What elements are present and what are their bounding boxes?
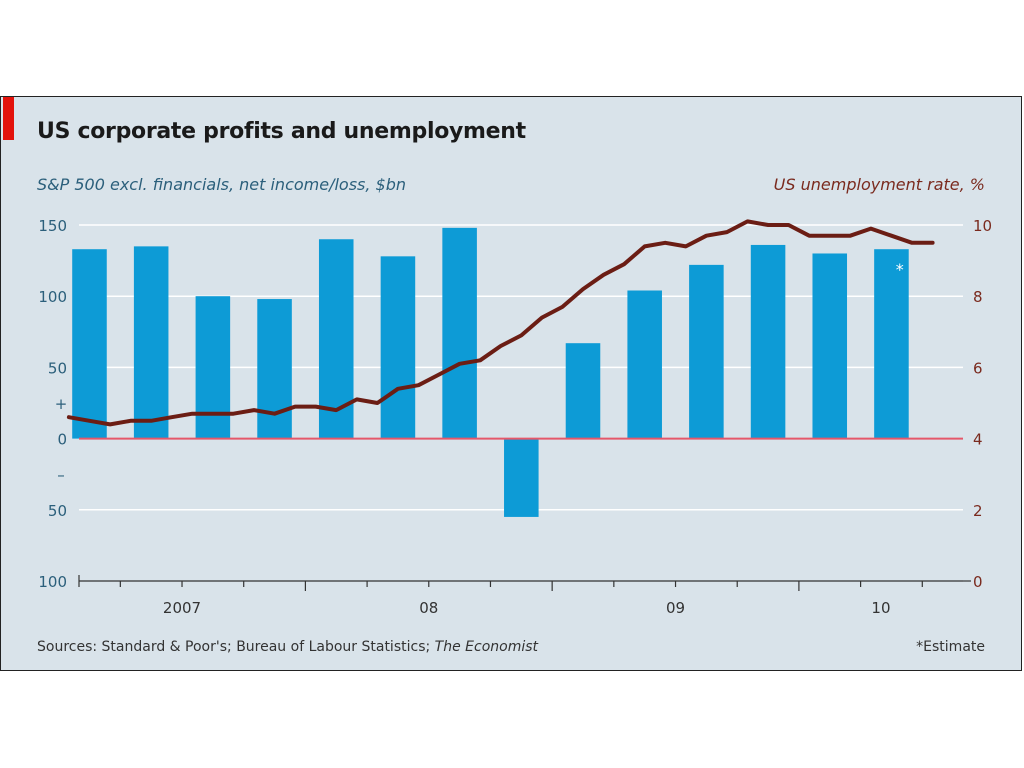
axes: 150 100 50 0 50 100 + – 10 8 6 4 2 0 2007 08 09 10 bbox=[38, 217, 992, 617]
profit-bar bbox=[750, 244, 786, 439]
profit-bar bbox=[72, 249, 107, 439]
year-label: 09 bbox=[666, 599, 685, 617]
left-tick-label: 100 bbox=[38, 288, 67, 306]
profit-bar bbox=[195, 296, 231, 439]
profit-bar bbox=[812, 253, 848, 439]
profit-bar bbox=[874, 249, 909, 439]
right-tick-label: 0 bbox=[973, 573, 983, 591]
profit-bar bbox=[442, 227, 477, 439]
profit-bar bbox=[565, 343, 601, 439]
left-axis-subtitle: S&P 500 excl. financials, net income/los… bbox=[37, 175, 407, 194]
source-text: Sources: Standard & Poor's; Bureau of La… bbox=[37, 639, 435, 655]
profit-bar bbox=[380, 256, 416, 439]
right-tick-label: 2 bbox=[973, 502, 983, 520]
year-label: 2007 bbox=[163, 599, 201, 617]
right-axis-subtitle: US unemployment rate, % bbox=[773, 175, 985, 194]
estimate-note: *Estimate bbox=[916, 639, 985, 655]
source-publication: The Economist bbox=[434, 639, 539, 655]
minus-sign: – bbox=[57, 466, 65, 484]
year-label: 08 bbox=[419, 599, 438, 617]
left-tick-label: 50 bbox=[48, 359, 67, 377]
plus-sign: + bbox=[55, 395, 68, 413]
profit-bars: * bbox=[72, 227, 909, 517]
left-tick-label: 0 bbox=[57, 431, 67, 449]
left-tick-label: 150 bbox=[38, 217, 67, 235]
chart-title: US corporate profits and unemployment bbox=[37, 119, 526, 144]
right-tick-label: 10 bbox=[973, 217, 992, 235]
profit-bar bbox=[689, 264, 724, 439]
estimate-marker: * bbox=[896, 260, 904, 279]
profit-bar bbox=[133, 246, 169, 439]
left-tick-label: 100 bbox=[38, 573, 67, 591]
right-tick-label: 4 bbox=[973, 431, 983, 449]
red-accent-mark bbox=[3, 97, 14, 140]
profit-bar bbox=[504, 438, 539, 517]
profit-bar bbox=[627, 290, 662, 439]
profit-bar bbox=[257, 299, 292, 439]
year-label: 10 bbox=[871, 599, 890, 617]
chart-card: US corporate profits and unemployment S&… bbox=[0, 96, 1022, 671]
chart-plot: * 150 100 50 0 50 100 + – 10 8 6 4 2 0 2007 08 09 10 bbox=[38, 217, 992, 617]
right-tick-label: 6 bbox=[973, 359, 983, 377]
right-tick-label: 8 bbox=[973, 288, 983, 306]
unemployment-line bbox=[66, 219, 935, 427]
source-note: Sources: Standard & Poor's; Bureau of La… bbox=[37, 639, 538, 655]
left-tick-label: 50 bbox=[48, 502, 67, 520]
unemployment-line-group bbox=[66, 219, 935, 427]
